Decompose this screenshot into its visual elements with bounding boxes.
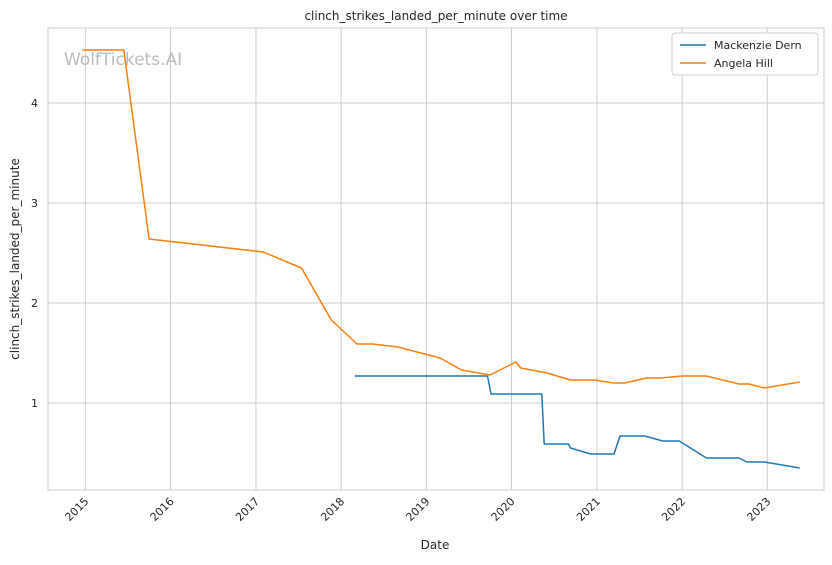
y-axis-label: clinch_strikes_landed_per_minute: [8, 158, 22, 360]
watermark: WolfTickets.AI: [64, 50, 182, 70]
y-axis-ticks: 1 2 3 4: [31, 97, 38, 410]
grid-lines: [48, 28, 824, 490]
y-tick-label: 3: [31, 197, 38, 210]
chart-title: clinch_strikes_landed_per_minute over ti…: [304, 9, 567, 23]
legend-label-hill: Angela Hill: [714, 57, 773, 70]
y-tick-label: 2: [31, 297, 38, 310]
legend: Mackenzie Dern Angela Hill: [671, 32, 819, 76]
x-axis-label: Date: [421, 538, 450, 552]
legend-frame: [671, 32, 819, 76]
series-lines: [82, 49, 800, 469]
y-tick-label: 4: [31, 97, 38, 110]
series-line-dern: [354, 375, 800, 469]
plot-frame: [47, 27, 825, 491]
y-tick-label: 1: [31, 397, 38, 410]
series-line-hill: [82, 49, 800, 389]
legend-label-dern: Mackenzie Dern: [714, 39, 802, 52]
